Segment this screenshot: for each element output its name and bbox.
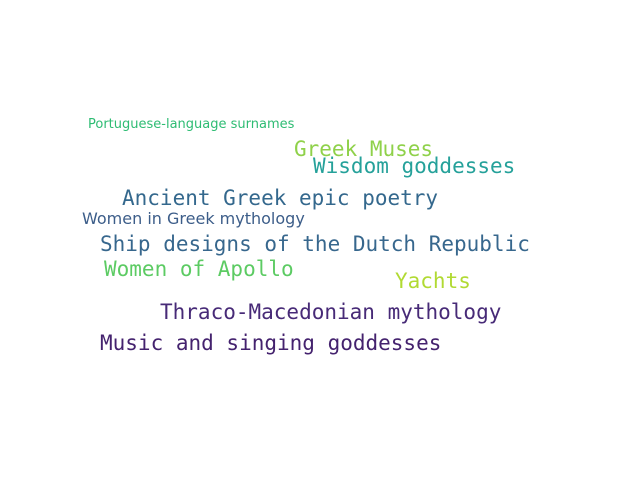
word-portuguese-language-surnames: Portuguese-language surnames — [88, 117, 295, 132]
word-yachts: Yachts — [395, 269, 471, 293]
word-music-and-singing-goddesses: Music and singing goddesses — [100, 331, 442, 355]
word-greek-muses: Greek Muses — [294, 137, 434, 161]
word-women-in-greek-mythology: Women in Greek mythology — [82, 209, 305, 228]
word-ship-designs-dutch-republic: Ship designs of the Dutch Republic — [100, 232, 530, 256]
word-wisdom-goddesses: Wisdom goddesses — [313, 154, 516, 178]
word-ancient-greek-epic-poetry: Ancient Greek epic poetry — [122, 186, 439, 210]
word-women-of-apollo: Women of Apollo — [104, 257, 294, 281]
word-thraco-macedonian-mythology: Thraco-Macedonian mythology — [160, 300, 502, 324]
